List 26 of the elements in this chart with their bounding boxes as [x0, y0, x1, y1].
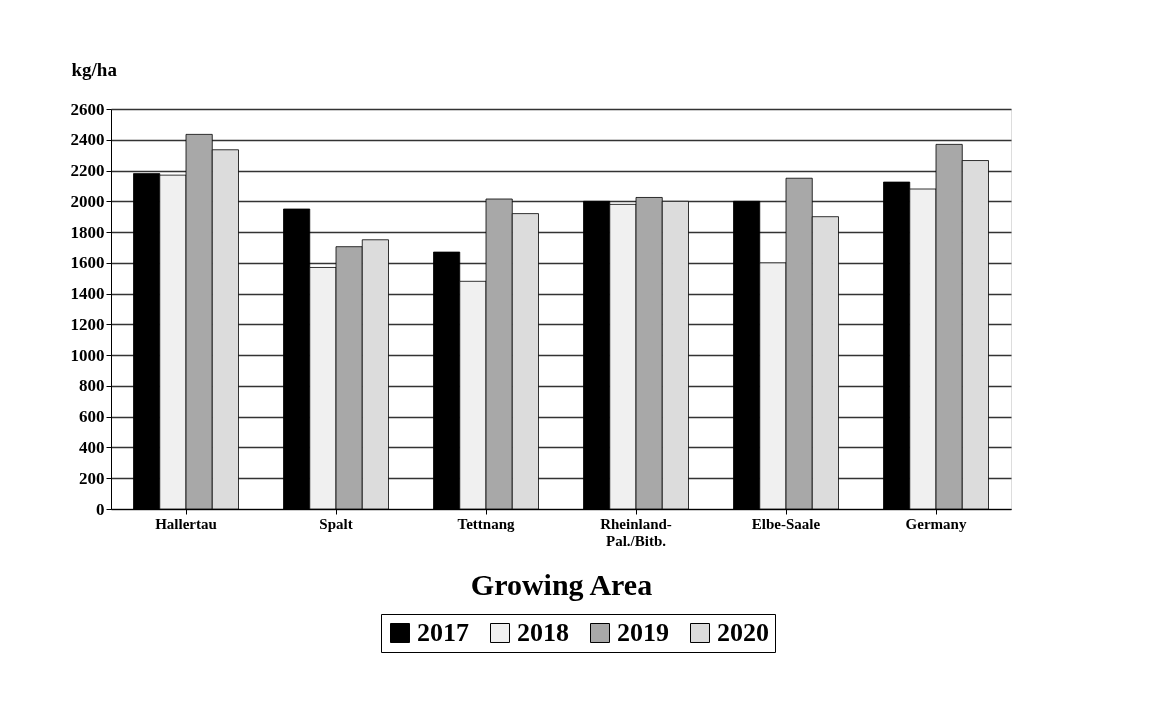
- y-tick-label: 1000: [70, 345, 105, 365]
- legend-label: 2018: [517, 618, 569, 647]
- legend-label: 2017: [417, 618, 469, 647]
- x-tick-label: Rheinland-Pal./Bitb.: [600, 515, 672, 549]
- y-tick-label: 200: [79, 468, 105, 488]
- x-tick-label: Germany: [905, 515, 967, 532]
- y-axis-title: kg/ha: [71, 58, 118, 80]
- y-tick-label: 1200: [70, 314, 105, 334]
- y-tick-label: 2600: [70, 99, 105, 119]
- legend-label: 2020: [717, 618, 769, 647]
- x-tick-label: Elbe-Saale: [751, 515, 821, 532]
- y-tick-label: 2000: [70, 191, 105, 211]
- x-axis-title: Growing Area: [470, 567, 653, 601]
- y-tick-label: 2400: [70, 130, 105, 150]
- y-tick-label: 1800: [70, 222, 105, 242]
- y-tick-label: 0: [96, 499, 105, 519]
- y-tick-label: 800: [79, 376, 105, 396]
- y-tick-label: 1600: [70, 253, 105, 273]
- y-tick-label: 400: [79, 437, 105, 457]
- x-tick-label: Spalt: [319, 515, 353, 532]
- x-tick-label: Tettnang: [457, 515, 515, 532]
- y-tick-label: 600: [79, 407, 105, 427]
- legend-label: 2019: [617, 618, 669, 647]
- y-tick-label: 1400: [70, 284, 105, 304]
- x-tick-label: Hallertau: [155, 515, 217, 532]
- y-tick-label: 2200: [70, 161, 105, 181]
